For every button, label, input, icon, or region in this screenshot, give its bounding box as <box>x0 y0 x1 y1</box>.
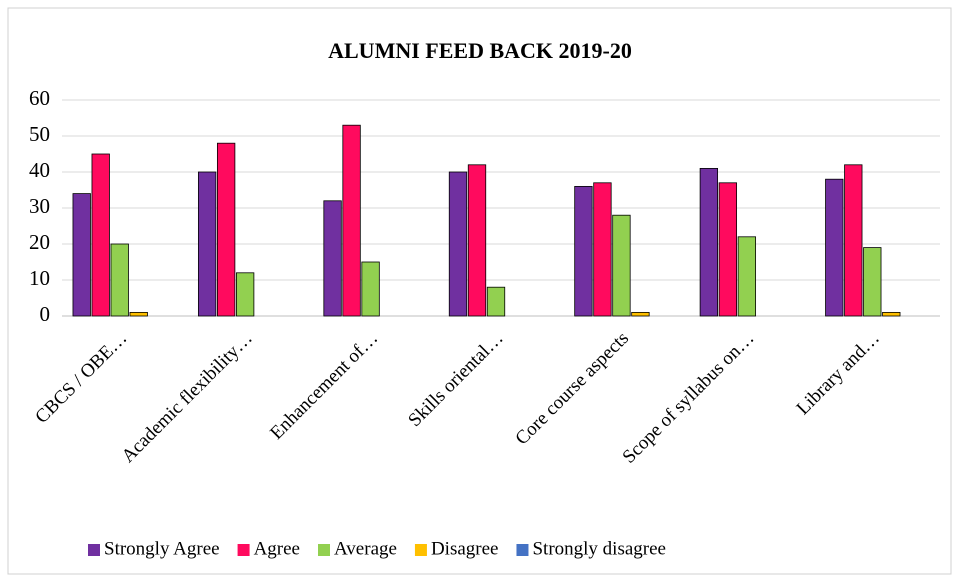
legend-swatch <box>516 544 529 556</box>
bar <box>342 124 361 317</box>
bar <box>361 261 380 317</box>
legend-swatch <box>237 544 250 556</box>
bar <box>235 272 255 317</box>
bar <box>574 185 593 317</box>
bar <box>323 200 342 317</box>
bar <box>593 182 612 317</box>
legend-label: Agree <box>254 538 300 559</box>
bar <box>129 311 148 317</box>
legend-label: Strongly disagree <box>532 538 666 559</box>
y-tick-label: 60 <box>29 86 50 110</box>
legend-label: Strongly Agree <box>104 538 220 559</box>
bar <box>110 243 129 317</box>
bar <box>882 311 901 317</box>
y-tick-label: 30 <box>29 194 50 218</box>
legend-swatch <box>318 544 330 556</box>
bar <box>612 214 631 317</box>
bar <box>631 311 650 317</box>
bar <box>197 171 217 317</box>
y-tick-label: 40 <box>29 158 50 182</box>
bar <box>216 142 236 317</box>
legend-swatch <box>88 544 100 556</box>
bar <box>737 236 757 317</box>
bar <box>486 286 506 317</box>
bar <box>448 171 468 317</box>
bar <box>72 193 91 317</box>
bar <box>825 178 844 317</box>
y-tick-label: 0 <box>40 302 51 326</box>
bar <box>718 182 738 317</box>
bar <box>844 164 863 317</box>
bar <box>91 153 110 317</box>
bar <box>467 164 487 317</box>
y-tick-label: 50 <box>29 122 50 146</box>
bar <box>863 247 882 317</box>
chart-title: ALUMNI FEED BACK 2019-20 <box>328 38 632 63</box>
legend-label: Disagree <box>431 538 499 559</box>
y-tick-label: 20 <box>29 230 50 254</box>
y-tick-label: 10 <box>29 266 50 290</box>
legend-label: Average <box>334 538 397 559</box>
legend-swatch <box>414 544 427 556</box>
bar <box>699 167 719 317</box>
